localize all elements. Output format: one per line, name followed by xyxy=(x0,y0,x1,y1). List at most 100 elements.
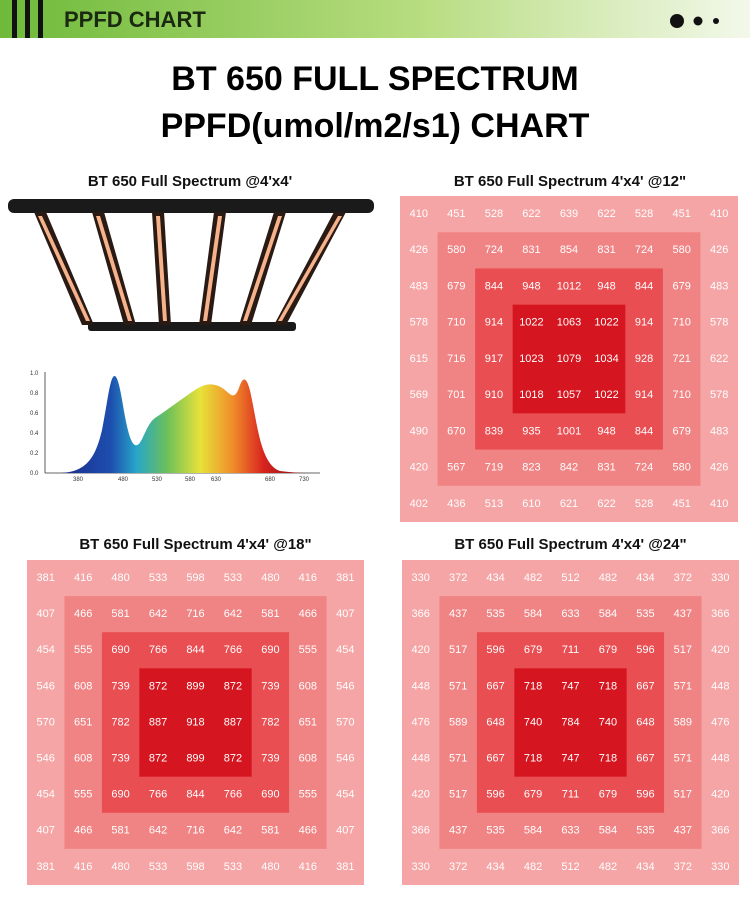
ppfd-value: 420 xyxy=(412,789,430,801)
ppfd-value: 437 xyxy=(449,608,467,620)
ppfd-value: 935 xyxy=(522,425,540,437)
ppfd-value: 483 xyxy=(710,425,728,437)
ppfd-value: 330 xyxy=(711,572,729,584)
y-tick-label: 0.6 xyxy=(30,411,39,417)
ppfd-value: 546 xyxy=(37,680,55,692)
ppfd-value: 914 xyxy=(635,389,653,401)
header-stripe xyxy=(12,0,17,38)
ppfd-value: 454 xyxy=(37,789,55,801)
dot xyxy=(713,18,719,24)
ppfd-value: 407 xyxy=(37,608,55,620)
ppfd-value: 710 xyxy=(672,389,690,401)
ppfd-value: 701 xyxy=(447,389,465,401)
ppfd-value: 844 xyxy=(635,425,653,437)
ppfd-value: 739 xyxy=(111,753,129,765)
ppfd-value: 528 xyxy=(485,208,503,220)
ppfd-value: 466 xyxy=(299,825,317,837)
ppfd-value: 1023 xyxy=(519,353,543,365)
ppfd-value: 910 xyxy=(485,389,503,401)
ppfd-value: 584 xyxy=(599,825,617,837)
ppfd-value: 596 xyxy=(636,789,654,801)
ppfd-value: 448 xyxy=(711,680,729,692)
ppfd-value: 416 xyxy=(74,572,92,584)
ppfd-value: 679 xyxy=(524,644,542,656)
ppfd-value: 642 xyxy=(149,608,167,620)
ppfd-value: 416 xyxy=(74,861,92,873)
ppfd-value: 437 xyxy=(449,825,467,837)
ppfd-value: 366 xyxy=(412,825,430,837)
ppfd-value: 571 xyxy=(449,680,467,692)
ppfd-value: 372 xyxy=(449,861,467,873)
ppfd-value: 690 xyxy=(261,644,279,656)
ppfd-value: 823 xyxy=(522,462,540,474)
ppfd-value: 610 xyxy=(522,498,540,510)
ppfd-value: 598 xyxy=(186,572,204,584)
ppfd-value: 648 xyxy=(486,716,504,728)
ppfd-value: 608 xyxy=(299,753,317,765)
ppfd-value: 581 xyxy=(111,608,129,620)
ppfd-value: 724 xyxy=(485,244,503,256)
ppfd-value: 854 xyxy=(560,244,578,256)
ppfd-value: 716 xyxy=(186,608,204,620)
ppfd-value: 844 xyxy=(186,789,204,801)
ppfd-value: 512 xyxy=(561,572,579,584)
ppfd-value: 844 xyxy=(635,280,653,292)
ppfd-value: 739 xyxy=(111,680,129,692)
ppfd-value: 667 xyxy=(636,753,654,765)
ppfd-value: 584 xyxy=(524,825,542,837)
x-tick-label: 380 xyxy=(73,477,84,483)
ppfd-value: 454 xyxy=(37,644,55,656)
ppfd-value: 667 xyxy=(636,680,654,692)
ppfd-value: 589 xyxy=(674,716,692,728)
main-title: BT 650 FULL SPECTRUM xyxy=(171,60,578,98)
ppfd-value: 426 xyxy=(710,462,728,474)
ppfd-value: 578 xyxy=(710,389,728,401)
ppfd-value: 598 xyxy=(186,861,204,873)
ppfd-value: 831 xyxy=(597,244,615,256)
ppfd-value: 642 xyxy=(224,608,242,620)
ppfd-value: 670 xyxy=(447,425,465,437)
ppfd-value: 366 xyxy=(412,608,430,620)
led-strip xyxy=(278,216,342,321)
ppfd-value: 589 xyxy=(449,716,467,728)
ppfd-value: 639 xyxy=(560,208,578,220)
y-tick-label: 0.0 xyxy=(30,471,39,477)
ppfd-value: 721 xyxy=(672,353,690,365)
ppfd-value: 448 xyxy=(412,753,430,765)
ppfd-value: 517 xyxy=(449,644,467,656)
ppfd-value: 718 xyxy=(524,753,542,765)
ppfd-value: 899 xyxy=(186,753,204,765)
led-strip xyxy=(243,216,282,321)
grid-ring xyxy=(512,304,626,414)
grid-ring xyxy=(514,668,627,777)
ppfd-value: 381 xyxy=(37,861,55,873)
led-strip xyxy=(156,216,167,321)
ppfd-value: 739 xyxy=(261,680,279,692)
ppfd-value: 739 xyxy=(261,753,279,765)
ppfd-value: 887 xyxy=(224,716,242,728)
ppfd-value: 596 xyxy=(486,644,504,656)
ppfd-value: 570 xyxy=(336,716,354,728)
ppfd-value: 517 xyxy=(674,644,692,656)
ppfd-value: 719 xyxy=(485,462,503,474)
ppfd-value: 667 xyxy=(486,753,504,765)
led-strip xyxy=(203,216,222,321)
ppfd-value: 596 xyxy=(486,789,504,801)
ppfd-value: 466 xyxy=(299,608,317,620)
ppfd-value: 480 xyxy=(111,861,129,873)
ppfd-value: 580 xyxy=(672,462,690,474)
ppfd-value: 546 xyxy=(37,753,55,765)
ppfd-value: 372 xyxy=(449,572,467,584)
led-strip xyxy=(38,216,90,321)
ppfd-value: 622 xyxy=(597,208,615,220)
ppfd-value: 711 xyxy=(562,789,580,801)
ppfd-value: 416 xyxy=(299,861,317,873)
ppfd-value: 366 xyxy=(711,825,729,837)
ppfd-value: 718 xyxy=(524,680,542,692)
ppfd-value: 426 xyxy=(710,244,728,256)
ppfd-value: 872 xyxy=(149,753,167,765)
ppfd-value: 381 xyxy=(336,572,354,584)
x-tick-label: 730 xyxy=(299,477,310,483)
ppfd-value: 716 xyxy=(186,825,204,837)
